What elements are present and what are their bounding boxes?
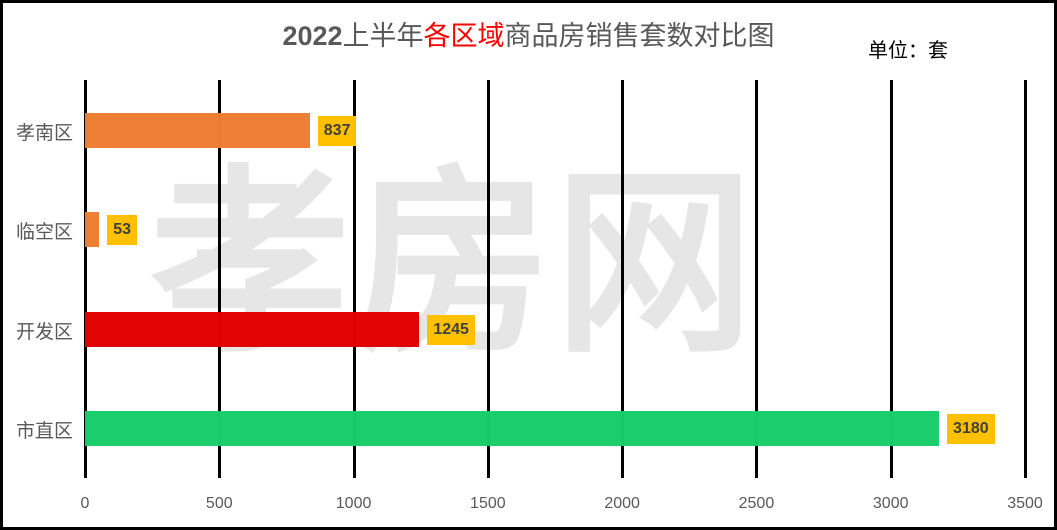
x-tick-label: 1000 bbox=[335, 495, 372, 512]
title-part: 商品房销售套数对比图 bbox=[504, 21, 775, 52]
gridline bbox=[218, 80, 222, 478]
bar bbox=[85, 212, 100, 247]
gridline bbox=[486, 80, 490, 478]
chart-title: 2022上半年各区域商品房销售套数对比图 bbox=[0, 14, 1057, 53]
x-tick-label: 500 bbox=[205, 495, 233, 512]
category-label: 孝南区 bbox=[16, 122, 74, 144]
category-label: 开发区 bbox=[16, 321, 74, 343]
title-highlight: 各区域 bbox=[423, 21, 505, 52]
bar bbox=[85, 113, 310, 148]
x-tick-label: 0 bbox=[80, 495, 90, 512]
gridline bbox=[755, 80, 759, 478]
gridline bbox=[1024, 80, 1027, 478]
title-part: 上半年 bbox=[342, 21, 424, 52]
bar bbox=[85, 411, 940, 446]
title-year: 2022 bbox=[282, 21, 343, 51]
data-label: 1245 bbox=[427, 315, 475, 345]
x-tick-label: 3500 bbox=[1007, 495, 1043, 512]
gridline bbox=[889, 80, 893, 478]
x-tick-label: 2000 bbox=[604, 495, 640, 512]
gridline bbox=[352, 80, 356, 478]
gridline bbox=[84, 80, 87, 478]
data-label: 837 bbox=[317, 116, 357, 146]
category-label: 市直区 bbox=[16, 420, 74, 442]
category-label: 临空区 bbox=[16, 221, 74, 243]
unit-label: 单位：套 bbox=[868, 38, 948, 62]
data-label: 53 bbox=[107, 215, 138, 245]
x-tick-label: 2500 bbox=[738, 495, 775, 512]
bar bbox=[85, 312, 420, 347]
x-tick-label: 3000 bbox=[872, 495, 909, 512]
x-tick-label: 1500 bbox=[470, 495, 506, 512]
data-label: 3180 bbox=[947, 414, 995, 444]
gridline bbox=[621, 80, 625, 478]
